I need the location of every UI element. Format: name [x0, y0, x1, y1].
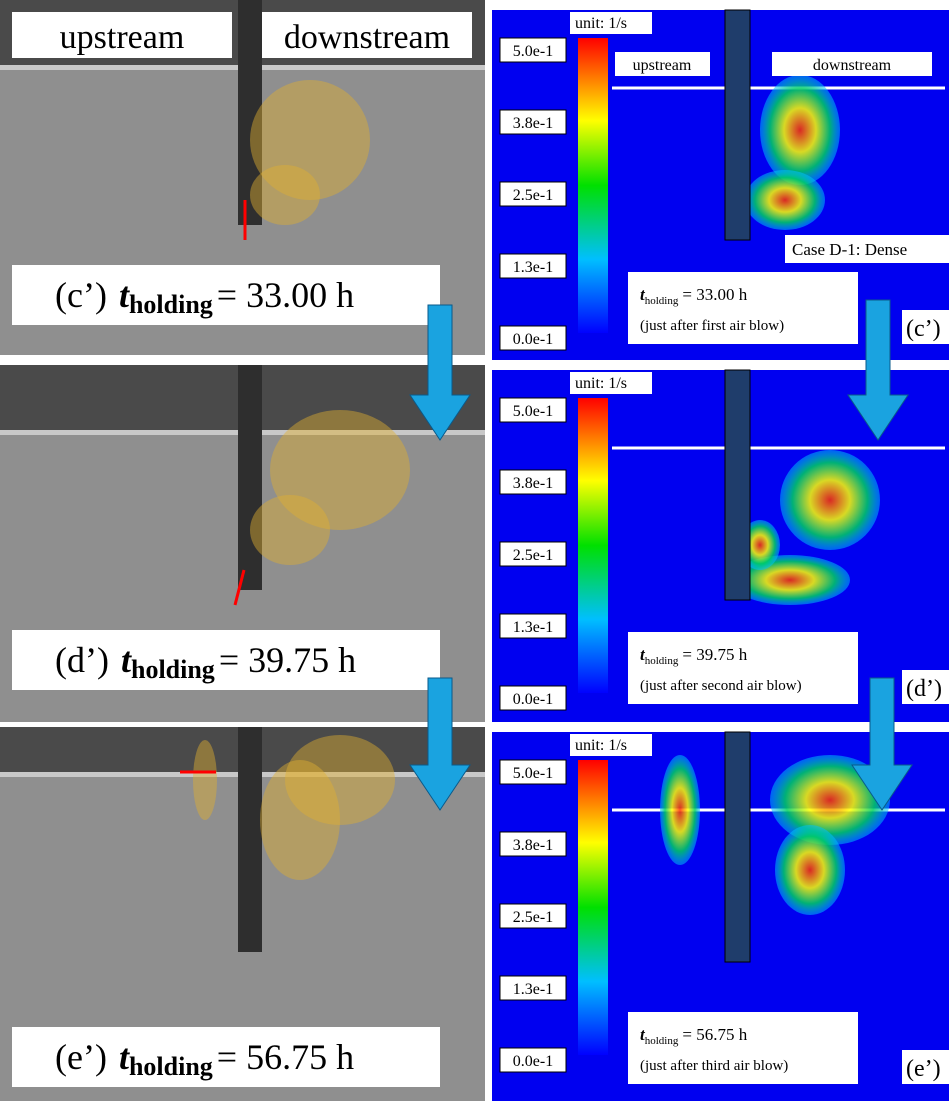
displacement-vectors [193, 740, 217, 820]
air-blow-note: (just after second air blow) [640, 678, 802, 694]
colorbar-tick: 2.5e-1 [513, 187, 553, 204]
sheet-pile [725, 10, 750, 240]
unit-label: unit: 1/s [575, 737, 627, 754]
colorbar-tick: 5.0e-1 [513, 403, 553, 420]
unit-label: unit: 1/s [575, 375, 627, 392]
sheet-pile [725, 732, 750, 962]
panel-label: (e’) [55, 1037, 107, 1077]
sheet-pile [238, 727, 262, 952]
time-value: = 39.75 h [219, 640, 356, 680]
time-subscript: holding [129, 1052, 213, 1081]
time-value: = 56.75 h [217, 1037, 354, 1077]
downstream-label: downstream [813, 57, 892, 74]
time-subscript: holding [645, 295, 679, 307]
sheet-pile [238, 365, 262, 590]
time-subscript: holding [129, 290, 213, 319]
panel-label: (c’) [55, 275, 107, 315]
figure: (c’)tholding= 33.00 h(d’)tholding= 39.75… [0, 0, 949, 1101]
strain-rate-zone [745, 170, 825, 230]
upstream-label: upstream [60, 19, 185, 56]
unit-label: unit: 1/s [575, 15, 627, 32]
panel-label: (d’) [55, 640, 109, 680]
panel-label: (c’) [906, 316, 941, 342]
time-value: = 56.75 h [682, 1025, 747, 1044]
case-label: Case D-1: Dense [792, 240, 907, 259]
upstream-label: upstream [633, 57, 692, 74]
colorbar-tick: 3.8e-1 [513, 115, 553, 132]
strain-rate-zone [760, 75, 840, 185]
colorbar-tick: 2.5e-1 [513, 547, 553, 564]
strain-rate-zone [660, 755, 700, 865]
colorbar-tick: 0.0e-1 [513, 1053, 553, 1070]
colorbar [578, 38, 608, 333]
displacement-vectors [285, 735, 395, 825]
colorbar-tick: 2.5e-1 [513, 909, 553, 926]
sheet-pile [725, 370, 750, 600]
time-subscript: holding [645, 1035, 679, 1047]
colorbar-tick: 5.0e-1 [513, 43, 553, 60]
colorbar-tick: 3.8e-1 [513, 837, 553, 854]
panel-label: (d’) [906, 676, 942, 702]
time-subscript: holding [131, 655, 215, 684]
panel-label: (e’) [906, 1056, 941, 1082]
colorbar [578, 398, 608, 693]
displacement-vectors [250, 495, 330, 565]
colorbar-tick: 0.0e-1 [513, 331, 553, 348]
colorbar-tick: 1.3e-1 [513, 619, 553, 636]
time-value: = 33.00 h [217, 275, 354, 315]
colorbar-tick: 1.3e-1 [513, 981, 553, 998]
time-value: = 33.00 h [682, 285, 747, 304]
downstream-label: downstream [284, 19, 450, 56]
colorbar [578, 760, 608, 1055]
time-subscript: holding [645, 655, 679, 667]
colorbar-tick: 3.8e-1 [513, 475, 553, 492]
strain-rate-zone [780, 450, 880, 550]
colorbar-tick: 0.0e-1 [513, 691, 553, 708]
colorbar-tick: 1.3e-1 [513, 259, 553, 276]
displacement-vectors [250, 165, 320, 225]
page: {"left_header": {"upstream": "upstream",… [0, 0, 949, 1101]
time-value: = 39.75 h [682, 645, 747, 664]
colorbar-tick: 5.0e-1 [513, 765, 553, 782]
air-blow-note: (just after third air blow) [640, 1058, 788, 1074]
air-blow-note: (just after first air blow) [640, 318, 784, 334]
strain-rate-zone [775, 825, 845, 915]
